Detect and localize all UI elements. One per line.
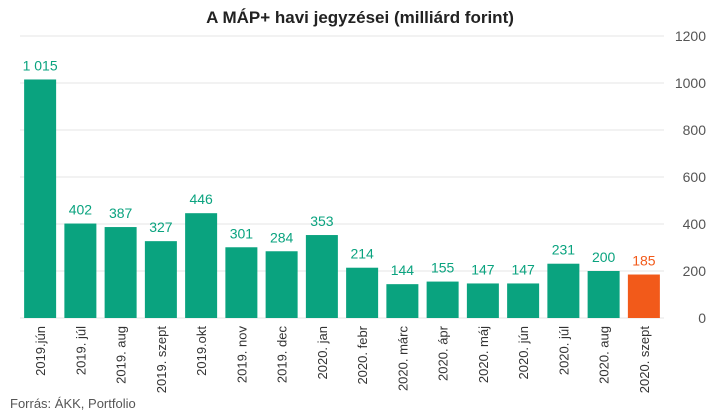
x-tick-label: 2019. dec — [275, 326, 290, 384]
x-tick-label: 2020. máj — [476, 326, 491, 383]
data-label: 387 — [109, 205, 133, 221]
x-tick-label: 2020. febr — [355, 325, 370, 384]
data-label: 446 — [189, 191, 213, 207]
x-tick-label: 2020. júl — [556, 326, 571, 375]
data-label: 284 — [270, 229, 294, 245]
data-label: 185 — [632, 253, 656, 269]
x-tick-label: 2020. jún — [516, 326, 531, 380]
data-label: 200 — [592, 249, 616, 265]
y-tick-label: 0 — [698, 310, 706, 326]
bar — [547, 263, 580, 318]
x-tick-label: 2019. szept — [154, 326, 169, 394]
data-label: 231 — [552, 242, 576, 258]
y-tick-label: 800 — [683, 122, 707, 138]
x-tick-label: 2019.okt — [194, 326, 209, 376]
bar — [265, 251, 298, 318]
data-label: 144 — [391, 262, 415, 278]
x-tick-label: 2020. aug — [597, 326, 612, 384]
data-label: 147 — [471, 261, 495, 277]
data-label: 301 — [230, 225, 254, 241]
bar — [185, 213, 218, 318]
bar — [426, 281, 459, 318]
data-label: 155 — [431, 260, 455, 276]
y-tick-label: 400 — [683, 216, 707, 232]
chart-title-unit: (milliárd forint) — [393, 8, 514, 27]
bar — [346, 267, 379, 318]
data-label: 402 — [69, 202, 93, 218]
y-tick-label: 200 — [683, 263, 707, 279]
data-label: 1 015 — [23, 57, 58, 73]
x-tick-label: 2020. márc — [395, 326, 410, 392]
bar — [587, 271, 620, 318]
x-tick-label: 2019. aug — [114, 326, 129, 384]
x-tick-label: 2020. jan — [315, 326, 330, 380]
bar — [507, 283, 540, 318]
bar — [225, 247, 258, 318]
data-label: 214 — [350, 246, 374, 262]
source-note: Forrás: ÁKK, Portfolio — [10, 396, 136, 411]
data-label: 353 — [310, 213, 334, 229]
y-tick-label: 1000 — [675, 75, 706, 91]
bar — [144, 241, 177, 318]
y-tick-label: 1200 — [675, 28, 706, 44]
x-tick-label: 2019.jún — [33, 326, 48, 376]
data-label: 147 — [511, 261, 535, 277]
bar — [386, 284, 419, 318]
bar — [64, 223, 97, 318]
bar — [24, 79, 57, 318]
y-tick-label: 600 — [683, 169, 707, 185]
x-tick-label: 2019. júl — [73, 326, 88, 375]
bar — [305, 235, 338, 318]
x-tick-label: 2020. szept — [637, 326, 652, 394]
bar — [627, 274, 660, 318]
bar — [104, 227, 137, 318]
chart-title-main: A MÁP+ havi jegyzései — [206, 8, 390, 27]
bar — [466, 283, 499, 318]
x-tick-label: 2019. nov — [234, 326, 249, 384]
x-tick-label: 2020. ápr — [436, 325, 451, 381]
data-label: 327 — [149, 219, 173, 235]
chart-title: A MÁP+ havi jegyzései (milliárd forint) — [0, 8, 720, 28]
